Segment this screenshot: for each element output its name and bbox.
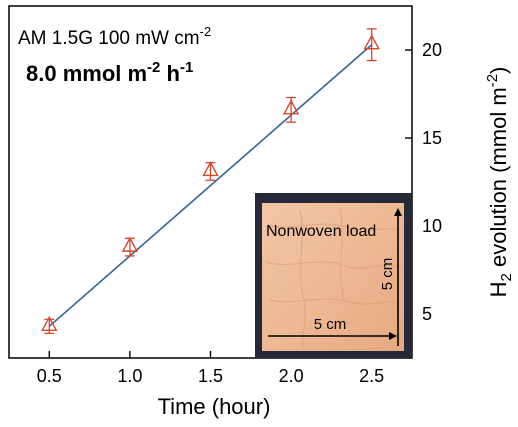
y-tick-label: 5 bbox=[422, 304, 432, 324]
fit-line-layer bbox=[48, 44, 373, 327]
x-axis-label: Time (hour) bbox=[158, 394, 271, 419]
inset-fabric-texture bbox=[265, 207, 403, 349]
x-tick-label: 2.0 bbox=[279, 366, 304, 386]
data-points-layer bbox=[41, 28, 380, 335]
condition-annotation: AM 1.5G 100 mW cm-2 bbox=[18, 24, 211, 49]
data-point bbox=[202, 160, 219, 177]
x-tick-label: 2.5 bbox=[359, 366, 384, 386]
data-point bbox=[41, 315, 58, 332]
data-point bbox=[121, 236, 139, 252]
fit-line bbox=[48, 44, 373, 327]
y-axis-label: H2 evolution (mmol m-2) bbox=[484, 67, 515, 298]
inset-width-label: 5 cm bbox=[314, 316, 347, 333]
y-tick-label: 10 bbox=[422, 216, 442, 236]
y-tick-label: 15 bbox=[422, 128, 442, 148]
x-tick-label: 0.5 bbox=[37, 366, 62, 386]
data-point bbox=[282, 99, 300, 115]
y-tick-label: 20 bbox=[422, 40, 442, 60]
inset-photo: Nonwoven load 5 cm 5 cm bbox=[255, 193, 412, 358]
x-tick-label: 1.5 bbox=[198, 366, 223, 386]
inset-label: Nonwoven load bbox=[266, 223, 376, 240]
y-axis-ticks: 5 10 15 20 bbox=[405, 40, 442, 324]
x-tick-label: 1.0 bbox=[117, 366, 142, 386]
data-point bbox=[363, 34, 380, 50]
rate-annotation: 8.0 mmol m-2 h-1 bbox=[26, 59, 193, 86]
inset-fabric bbox=[262, 203, 404, 351]
inset-height-label: 5 cm bbox=[379, 258, 396, 291]
